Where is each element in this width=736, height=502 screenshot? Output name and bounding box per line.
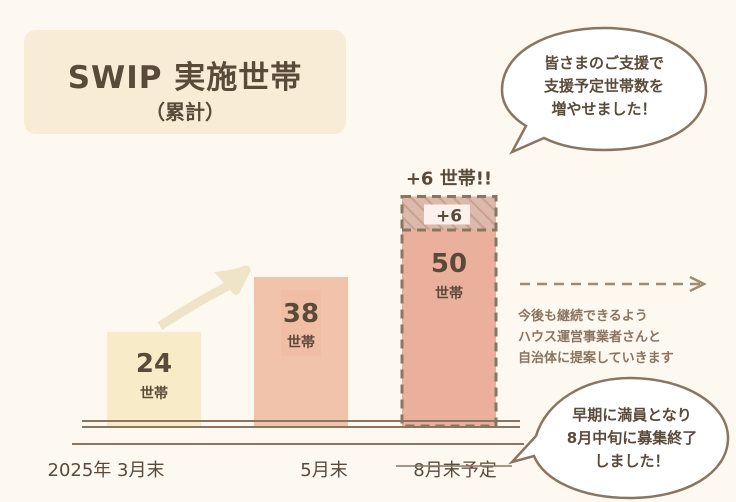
increment-label: +6 (436, 206, 462, 226)
value-label-bg (281, 290, 321, 357)
increment-top-label: +6 世帯!! (406, 167, 492, 189)
value-label: 38 (283, 299, 319, 329)
callout-bottom-bubble (508, 376, 730, 500)
callout-top-bubble (500, 26, 708, 155)
unit-label: 世帯 (435, 285, 463, 302)
unit-label: 世帯 (287, 334, 315, 351)
value-label: 24 (136, 349, 172, 379)
bar-dashed-outline (400, 194, 498, 428)
increment-label-bg (424, 204, 470, 225)
category-label: 2025年 3月末 (48, 460, 165, 481)
chart-subtitle: （累計） (145, 100, 225, 124)
callout-bottom-text: 早期に満員となり 8月中旬に募集終了 しました！ (566, 406, 698, 470)
category-label: 5月末 (300, 460, 347, 481)
growth-arrow-head-icon (214, 268, 246, 296)
bar-2025-march (107, 331, 201, 426)
value-label: 50 (431, 249, 467, 279)
note-text: 今後も継続できるよう ハウス運営事業者さんと 自治体に提案していきます (518, 309, 674, 366)
chart-title: SWIP 実施世帯 (67, 60, 303, 96)
callout-top-text: 皆さまのご支援で 支援予定世帯数を 増やせました！ (543, 54, 664, 118)
future-arrow-head-icon (689, 275, 707, 293)
category-label: 8月末予定 (413, 460, 496, 481)
unit-label: 世帯 (140, 385, 168, 402)
bar-august-planned (402, 230, 496, 426)
title-box: SWIP 実施世帯 （累計） (24, 30, 346, 134)
